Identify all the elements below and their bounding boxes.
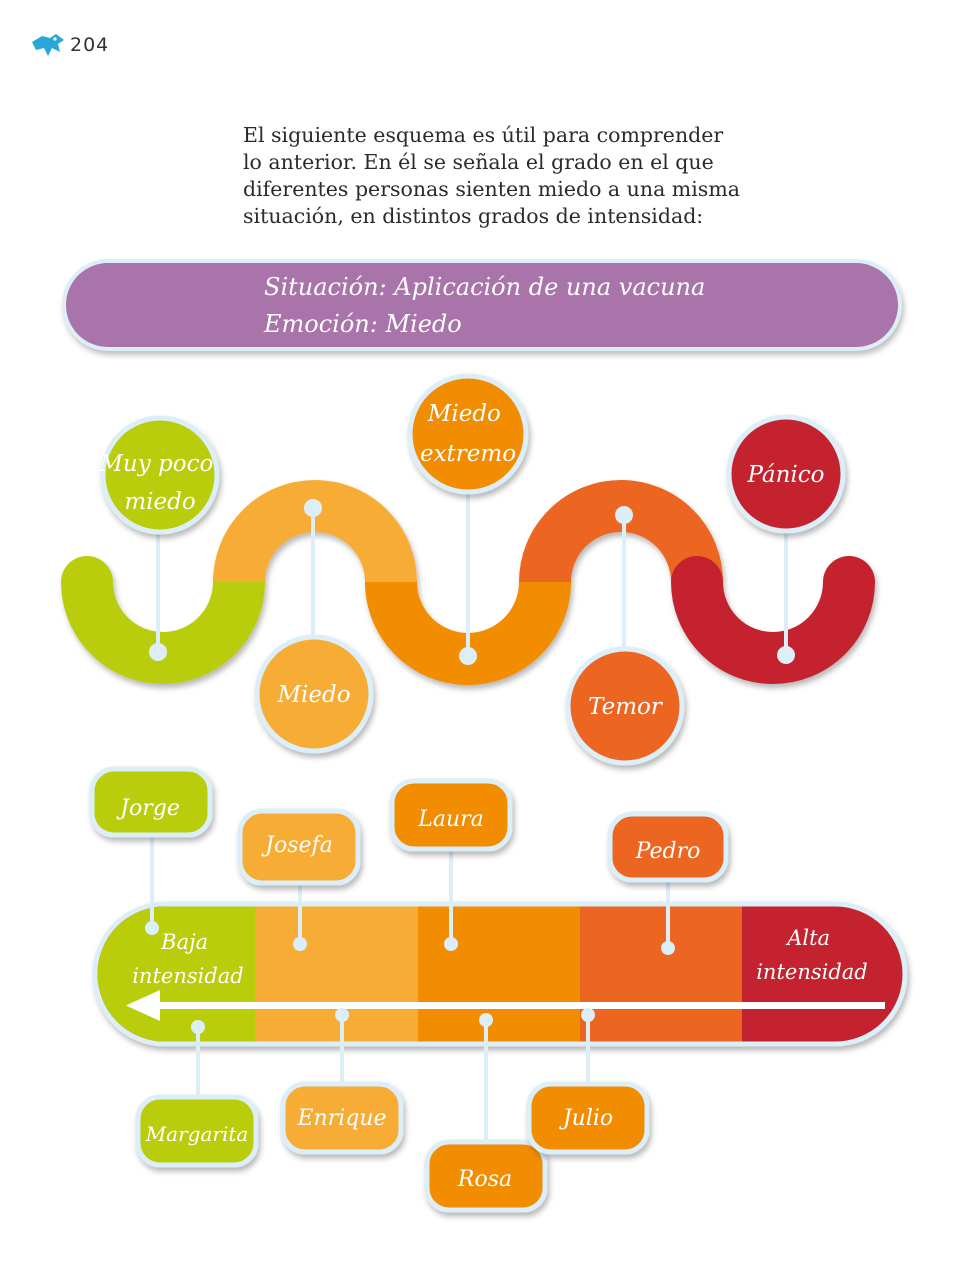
person-name-pedro: Pedro xyxy=(635,839,701,864)
person-name-laura: Laura xyxy=(417,807,484,832)
scale-arrow xyxy=(126,990,885,1021)
scale-high-label: Alta intensidad xyxy=(756,926,868,984)
scale-segment-dark-orange xyxy=(580,906,742,1042)
level-connectors xyxy=(156,490,788,656)
person-tag-margarita xyxy=(135,1094,259,1168)
person-connector-dots xyxy=(145,921,675,1034)
person-tag-josefa xyxy=(237,808,361,886)
level-bubble-miedo xyxy=(254,634,374,754)
wave-segment-panico xyxy=(671,556,875,684)
scale-low-label: Baja intensidad xyxy=(132,930,244,988)
person-tag-enrique xyxy=(280,1081,404,1155)
person-tag-laura xyxy=(389,778,513,852)
situation-label: Situación: Aplicación de una vacuna xyxy=(264,273,706,301)
person-name-julio: Julio xyxy=(559,1106,613,1131)
person-name-jorge: Jorge xyxy=(116,796,180,821)
level-label-miedo-extremo: Miedo extremo xyxy=(420,401,516,467)
level-label-miedo: Miedo xyxy=(276,682,350,708)
person-name-enrique: Enrique xyxy=(296,1106,386,1131)
person-name-josefa: Josefa xyxy=(261,833,333,858)
person-name-rosa: Rosa xyxy=(457,1167,512,1192)
level-bubble-panico xyxy=(726,414,846,534)
person-tag-jorge xyxy=(89,766,213,838)
level-label-temor: Temor xyxy=(588,694,664,720)
level-label-muy-poco-miedo: Muy poco miedo xyxy=(98,451,220,515)
intro-line: lo anterior. En él se señala el grado en… xyxy=(243,150,714,174)
book-logo-icon xyxy=(32,34,64,56)
situation-banner: Situación: Aplicación de una vacuna Emoc… xyxy=(62,259,902,351)
level-bubble-muy-poco-miedo xyxy=(100,415,220,535)
person-connectors xyxy=(150,838,670,1142)
intro-line: El siguiente esquema es útil para compre… xyxy=(243,123,724,147)
scale-segment-light-orange xyxy=(255,906,418,1042)
person-tag-pedro xyxy=(607,811,729,883)
wave-segment-temor xyxy=(519,480,723,584)
intro-paragraph: El siguiente esquema es útil para compre… xyxy=(243,122,743,230)
person-tag-julio xyxy=(526,1081,650,1155)
person-name-margarita: Margarita xyxy=(145,1122,249,1146)
scale-segment-orange xyxy=(418,906,580,1042)
person-tag-rosa xyxy=(424,1139,548,1213)
level-bubble-miedo-extremo xyxy=(407,373,529,495)
intro-line: situación, en distintos grados de intens… xyxy=(243,204,704,228)
emotion-label: Emoción: Miedo xyxy=(264,310,462,338)
level-bubble-temor xyxy=(565,646,685,766)
intro-line: diferentes personas sienten miedo a una … xyxy=(243,177,740,201)
page-number: 204 xyxy=(70,34,110,56)
level-connector-dots xyxy=(149,499,795,665)
level-label-panico: Pánico xyxy=(746,462,824,488)
